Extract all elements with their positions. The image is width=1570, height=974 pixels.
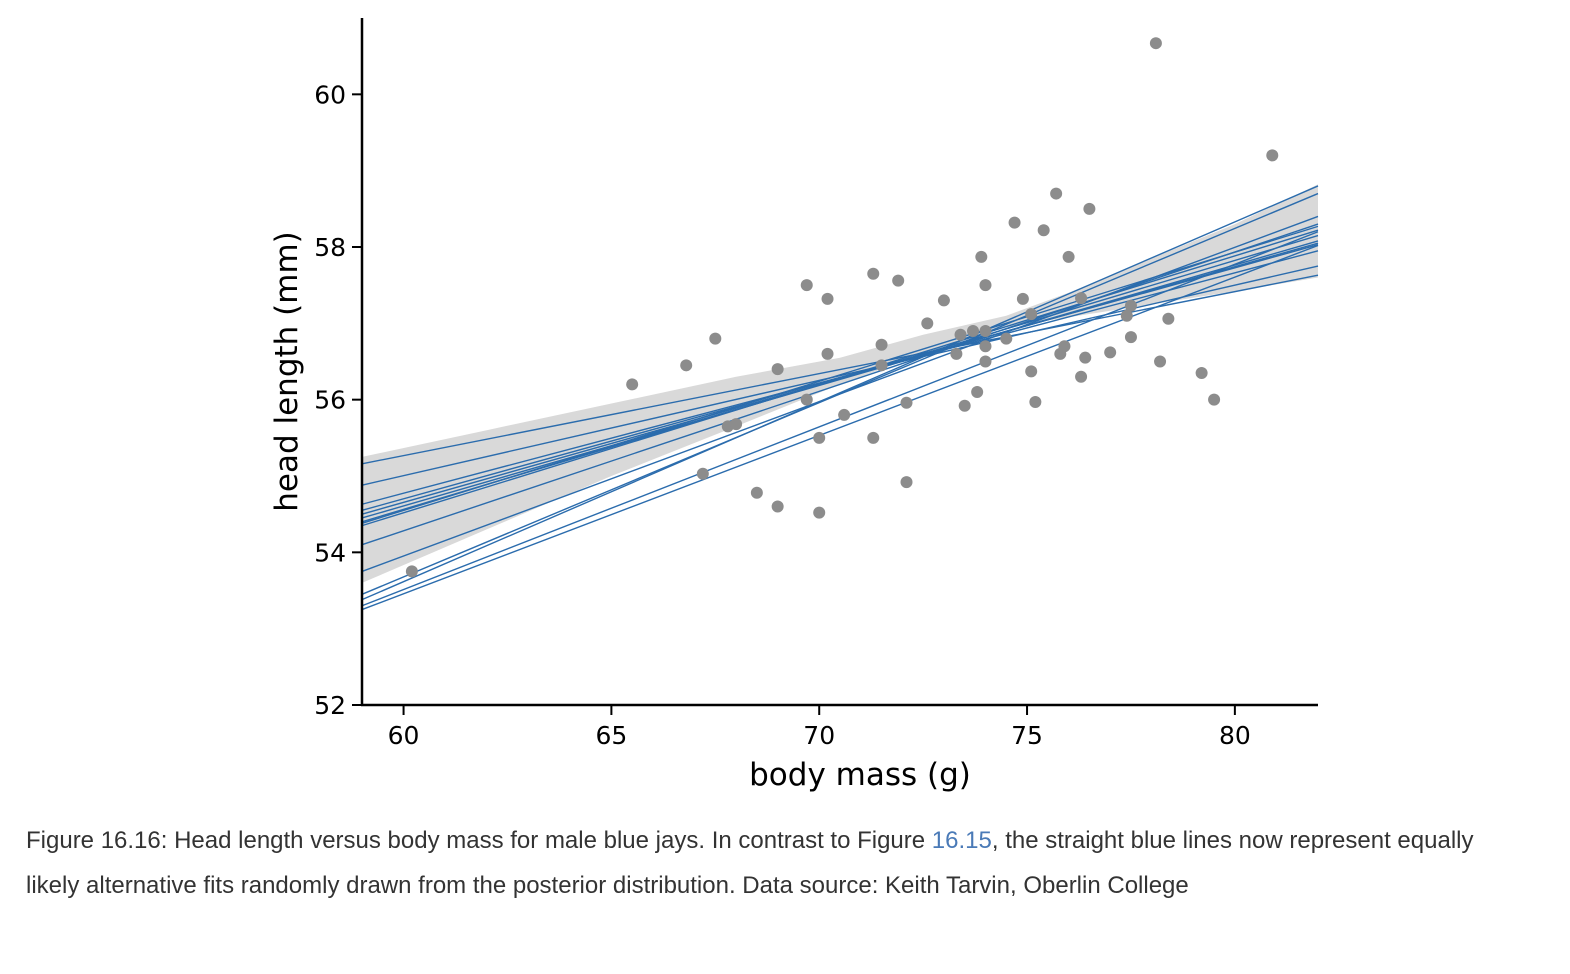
caption-text-start: Figure 16.16: Head length versus body ma… — [26, 827, 932, 854]
data-point-2 — [626, 378, 639, 391]
data-point-4 — [709, 332, 722, 345]
data-point-25 — [921, 317, 934, 330]
x-axis-title: body mass (g) — [749, 757, 971, 793]
fit-line-15 — [361, 244, 1319, 611]
data-point-42 — [1029, 395, 1042, 408]
data-point-22 — [892, 274, 905, 287]
data-point-38 — [1008, 216, 1021, 229]
data-point-37 — [1000, 332, 1013, 345]
data-point-49 — [1075, 370, 1088, 383]
y-axis-title: head length (mm) — [269, 231, 305, 512]
data-point-7 — [730, 418, 743, 431]
fit-line-8 — [361, 229, 1319, 527]
confidence-band — [362, 184, 1318, 583]
data-point-11 — [800, 279, 813, 292]
data-point-55 — [1124, 331, 1137, 344]
data-point-46 — [1058, 340, 1071, 353]
y-tick-label-52: 52 — [314, 691, 346, 720]
data-point-39 — [1016, 292, 1029, 305]
data-point-5 — [696, 467, 709, 480]
data-point-18 — [867, 267, 880, 280]
data-point-9 — [771, 363, 784, 376]
x-tick-label-75: 75 — [1011, 721, 1043, 750]
data-point-44 — [1050, 187, 1063, 200]
data-point-15 — [821, 292, 834, 305]
confidence-band-area — [362, 184, 1318, 583]
data-point-29 — [958, 399, 971, 412]
data-point-33 — [979, 324, 992, 337]
x-tick-label-80: 80 — [1219, 721, 1251, 750]
data-point-30 — [967, 324, 980, 337]
chart: 60 65 70 75 80 52 54 56 58 60 body mass (g) head … — [269, 18, 1319, 793]
data-point-50 — [1079, 351, 1092, 364]
data-point-57 — [1154, 355, 1167, 368]
axes: 60 65 70 75 80 52 54 56 58 60 — [314, 18, 1318, 750]
data-point-19 — [867, 431, 880, 444]
fit-line-10 — [361, 223, 1319, 546]
data-point-61 — [1266, 149, 1279, 162]
data-point-58 — [1162, 312, 1175, 325]
y-tick-label-58: 58 — [314, 233, 346, 262]
data-point-59 — [1195, 366, 1208, 379]
data-point-47 — [1062, 250, 1075, 263]
data-point-27 — [950, 347, 963, 360]
data-point-3 — [680, 359, 693, 372]
data-point-41 — [1025, 365, 1038, 378]
data-points — [405, 37, 1279, 578]
x-tick-label-70: 70 — [803, 721, 835, 750]
data-point-12 — [800, 393, 813, 406]
data-point-23 — [900, 396, 913, 409]
data-point-16 — [821, 347, 834, 360]
data-point-53 — [1120, 309, 1133, 322]
x-tick-label-65: 65 — [595, 721, 627, 750]
data-point-1 — [405, 565, 418, 578]
figure-caption: Figure 16.16: Head length versus body ma… — [26, 818, 1526, 908]
data-point-40 — [1025, 308, 1038, 321]
fit-line-9 — [361, 225, 1319, 524]
y-tick-label-54: 54 — [314, 538, 346, 567]
data-point-52 — [1104, 346, 1117, 359]
data-point-13 — [813, 431, 826, 444]
fit-line-1 — [361, 274, 1319, 465]
data-point-54 — [1124, 299, 1137, 312]
data-point-43 — [1037, 224, 1050, 237]
data-point-36 — [979, 355, 992, 368]
data-point-8 — [750, 486, 763, 499]
data-point-34 — [979, 279, 992, 292]
caption-text-end: , the straight blue lines now represent … — [26, 827, 1474, 899]
data-point-32 — [975, 250, 988, 263]
data-point-51 — [1083, 202, 1096, 215]
data-point-28 — [954, 328, 967, 341]
data-point-31 — [971, 386, 984, 399]
x-tick-label-60: 60 — [388, 721, 420, 750]
data-point-35 — [979, 340, 992, 353]
data-point-24 — [900, 476, 913, 489]
y-tick-label-60: 60 — [314, 80, 346, 109]
data-point-60 — [1208, 393, 1221, 406]
data-point-26 — [937, 294, 950, 307]
data-point-17 — [838, 408, 851, 421]
data-point-14 — [813, 506, 826, 519]
y-tick-label-56: 56 — [314, 386, 346, 415]
figure-link[interactable]: 16.15 — [931, 827, 992, 854]
data-point-21 — [875, 359, 888, 372]
fit-line-13 — [361, 185, 1319, 601]
data-point-56 — [1149, 37, 1162, 50]
data-point-48 — [1075, 292, 1088, 305]
data-point-20 — [875, 338, 888, 351]
fit-line-2 — [361, 265, 1319, 486]
fit-line-12 — [361, 192, 1319, 595]
fit-line-6 — [361, 240, 1319, 519]
data-point-10 — [771, 500, 784, 513]
